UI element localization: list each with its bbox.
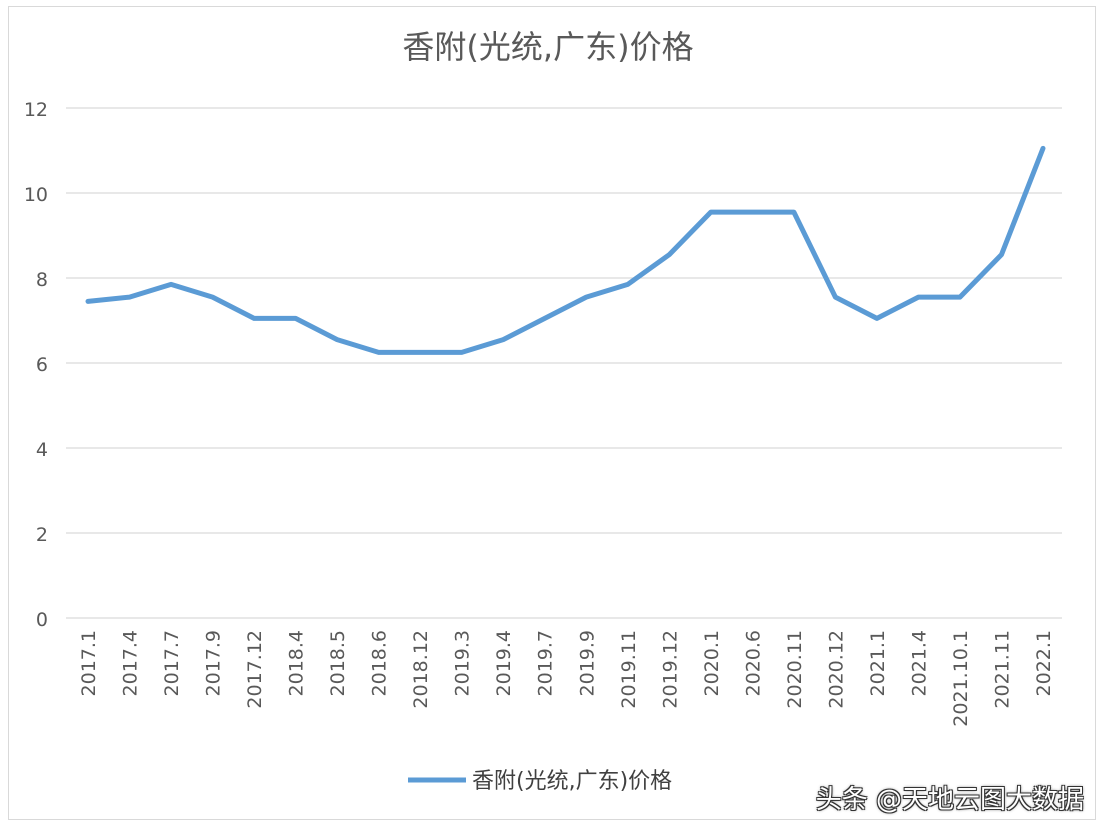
chart-frame (8, 6, 1096, 820)
x-tick-label: 2020.1 (701, 630, 723, 696)
x-tick-label: 2020.11 (784, 630, 806, 709)
x-tick-label: 2018.4 (286, 630, 308, 696)
y-tick-label: 6 (36, 354, 48, 376)
x-tick-label: 2017.4 (120, 630, 142, 696)
x-tick-label: 2020.6 (742, 630, 764, 696)
gridlines (66, 107, 1062, 619)
x-tick-label: 2017.7 (161, 630, 183, 696)
watermark: 头条 @天地云图大数据 (815, 785, 1084, 815)
y-tick-label: 2 (36, 524, 48, 546)
y-tick-label: 0 (36, 609, 48, 631)
x-tick-label: 2018.5 (327, 630, 349, 696)
chart-title: 香附(光统,广东)价格 (402, 28, 693, 66)
x-tick-label: 2021.4 (908, 630, 930, 696)
x-tick-label: 2017.9 (203, 630, 225, 696)
y-tick-label: 12 (24, 99, 48, 121)
x-axis-tick-labels: 2017.1 2017.4 2017.7 2017.9 2017.12 2018.4 201… (78, 630, 1055, 727)
x-tick-label: 2019.9 (576, 630, 598, 696)
x-tick-label: 2019.7 (535, 630, 557, 696)
x-tick-label: 2018.6 (369, 630, 391, 696)
x-tick-label: 2021.1 (867, 630, 889, 696)
x-tick-label: 2019.12 (659, 630, 681, 709)
x-tick-label: 2022.1 (1033, 630, 1055, 696)
y-axis-tick-labels: 0 2 4 6 8 10 12 (24, 99, 48, 631)
x-tick-label: 2018.12 (410, 630, 432, 709)
legend: 香附(光统,广东)价格 (408, 769, 672, 794)
x-tick-label: 2019.3 (452, 630, 474, 696)
y-tick-label: 4 (36, 439, 48, 461)
series-line-0 (85, 145, 1046, 355)
x-tick-label: 2019.4 (493, 630, 515, 696)
x-tick-label: 2021.11 (991, 630, 1013, 709)
y-tick-label: 10 (24, 184, 48, 206)
x-tick-label: 2020.12 (825, 630, 847, 709)
x-tick-label: 2021.10.1 (950, 630, 972, 727)
x-tick-label: 2017.1 (78, 630, 100, 696)
legend-label: 香附(光统,广东)价格 (472, 769, 672, 794)
y-tick-label: 8 (36, 269, 48, 291)
x-tick-label: 2019.11 (618, 630, 640, 709)
series-group (85, 145, 1046, 355)
x-tick-label: 2017.12 (244, 630, 266, 709)
